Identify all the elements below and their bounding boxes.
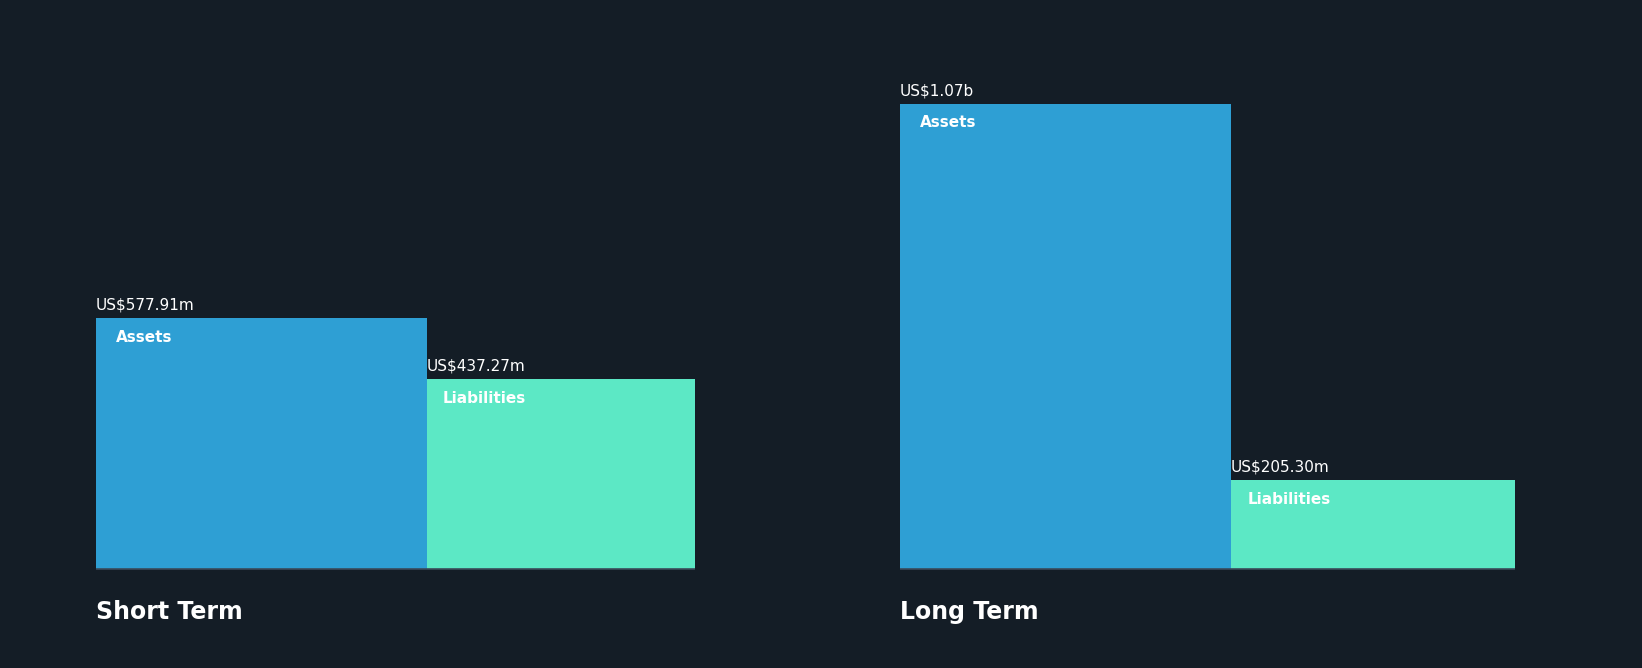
Bar [900, 104, 1232, 569]
Text: Short Term: Short Term [95, 600, 243, 624]
Bar [427, 379, 695, 569]
Text: Liabilities: Liabilities [443, 391, 525, 405]
Text: Liabilities: Liabilities [1248, 492, 1332, 507]
Bar [95, 318, 427, 569]
Text: Assets: Assets [115, 329, 172, 345]
Bar [1232, 480, 1514, 569]
Text: Long Term: Long Term [900, 600, 1038, 624]
Text: Assets: Assets [920, 116, 977, 130]
Text: US$437.27m: US$437.27m [427, 359, 525, 373]
Text: US$1.07b: US$1.07b [900, 84, 974, 98]
Text: US$205.30m: US$205.30m [1232, 460, 1330, 474]
Text: US$577.91m: US$577.91m [95, 297, 195, 313]
